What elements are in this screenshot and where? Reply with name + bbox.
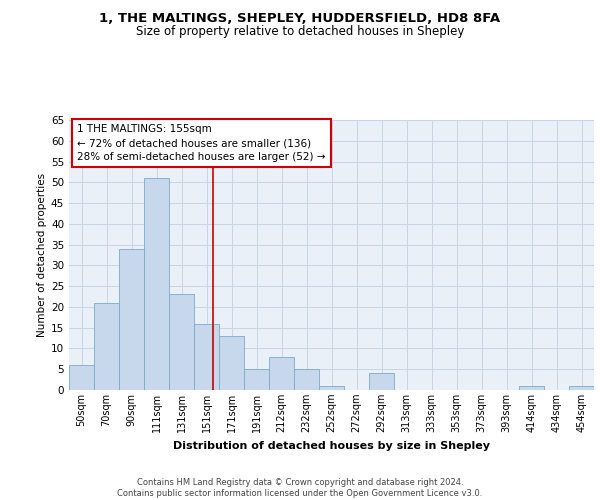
- Bar: [244, 369, 269, 390]
- Bar: [569, 386, 594, 390]
- Bar: [519, 386, 544, 390]
- Bar: [94, 303, 119, 390]
- Text: 1, THE MALTINGS, SHEPLEY, HUDDERSFIELD, HD8 8FA: 1, THE MALTINGS, SHEPLEY, HUDDERSFIELD, …: [100, 12, 500, 26]
- Y-axis label: Number of detached properties: Number of detached properties: [37, 173, 47, 337]
- Bar: [319, 386, 344, 390]
- Text: Size of property relative to detached houses in Shepley: Size of property relative to detached ho…: [136, 25, 464, 38]
- X-axis label: Distribution of detached houses by size in Shepley: Distribution of detached houses by size …: [173, 440, 490, 450]
- Bar: [169, 294, 194, 390]
- Bar: [144, 178, 169, 390]
- Bar: [69, 365, 94, 390]
- Bar: [219, 336, 244, 390]
- Text: 1 THE MALTINGS: 155sqm
← 72% of detached houses are smaller (136)
28% of semi-de: 1 THE MALTINGS: 155sqm ← 72% of detached…: [77, 124, 325, 162]
- Bar: [269, 357, 294, 390]
- Bar: [119, 249, 144, 390]
- Text: Contains HM Land Registry data © Crown copyright and database right 2024.
Contai: Contains HM Land Registry data © Crown c…: [118, 478, 482, 498]
- Bar: [194, 324, 219, 390]
- Bar: [369, 374, 394, 390]
- Bar: [294, 369, 319, 390]
